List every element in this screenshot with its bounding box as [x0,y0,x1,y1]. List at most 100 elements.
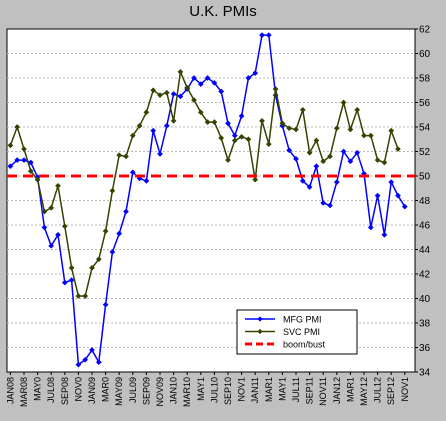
data-point-svc-pmi [157,92,163,99]
y-tick-label: 50 [419,172,431,183]
x-tick-label: MAR08 [19,377,29,407]
y-tick-label: 56 [419,98,431,109]
data-point-svc-pmi [340,99,347,106]
data-point-svc-pmi [89,264,95,271]
x-tick-label: MAY0 [33,377,43,401]
y-tick-label: 60 [419,49,431,60]
data-point-svc-pmi [21,146,27,153]
data-point-mfg-pmi [89,346,95,353]
legend-label-boom-bust: boom/bust [283,340,326,350]
data-point-mfg-pmi [333,179,340,186]
data-point-mfg-pmi [381,231,388,238]
data-point-svc-pmi [163,89,170,96]
data-point-mfg-pmi [102,301,109,308]
data-point-mfg-pmi [265,32,272,39]
data-point-mfg-pmi [150,127,157,134]
data-point-svc-pmi [347,126,354,133]
y-tick-label: 44 [419,245,431,256]
data-point-mfg-pmi [245,75,252,81]
data-point-svc-pmi [367,132,374,139]
data-point-svc-pmi [129,132,136,139]
data-point-mfg-pmi [313,163,320,170]
data-point-svc-pmi [306,149,313,156]
x-tick-label: MAR0 [101,377,111,402]
data-point-svc-pmi [7,142,14,149]
data-point-svc-pmi [184,84,191,91]
x-axis: JAN08 MAR08 MAY0 JUL08 SEP08 NOV0 JAN09 MAR0 MAY… [5,372,410,407]
data-point-svc-pmi [61,223,68,230]
data-point-svc-pmi [354,106,361,113]
data-point-svc-pmi [299,106,306,113]
y-tick-label: 48 [419,196,431,207]
data-point-svc-pmi [27,168,34,175]
data-point-svc-pmi [197,109,204,116]
legend-marker-svc-pmi [257,328,263,335]
data-point-mfg-pmi [68,277,75,284]
data-point-mfg-pmi [204,75,211,81]
data-point-mfg-pmi [367,224,374,231]
data-point-svc-pmi [252,176,259,183]
y-tick-label: 40 [419,294,431,305]
data-point-mfg-pmi [143,177,150,184]
data-point-svc-pmi [123,153,129,160]
data-point-svc-pmi [381,159,388,166]
data-point-mfg-pmi [293,155,299,162]
x-tick-label: SEP08 [60,377,70,405]
data-point-mfg-pmi [177,93,184,100]
data-point-svc-pmi [191,97,197,104]
data-point-svc-pmi [327,153,333,160]
data-point-svc-pmi [14,124,21,130]
data-point-mfg-pmi [211,79,218,86]
x-tick-label: NOV1 [400,377,410,402]
x-tick-label: MAR1 [345,377,355,402]
x-tick-label: SEP11 [305,377,315,404]
x-tick-label: SEP09 [141,377,151,405]
data-point-mfg-pmi [225,120,231,127]
x-tick-label: MAR1 [264,377,274,402]
data-point-mfg-pmi [191,75,197,81]
y-tick-label: 58 [419,74,431,85]
data-point-mfg-pmi [218,88,225,95]
data-point-svc-pmi [245,136,252,143]
y-tick-label: 52 [419,147,431,158]
data-point-svc-pmi [109,187,116,194]
data-point-mfg-pmi [238,113,245,119]
x-tick-label: MAR10 [182,377,192,407]
data-point-mfg-pmi [41,224,48,231]
data-point-svc-pmi [218,135,225,141]
x-tick-label: JUL11 [291,377,301,402]
legend-label-svc-pmi: SVC PMI [283,327,320,337]
y-axis: 34 36 38 40 42 44 46 48 50 52 54 56 58 60 62 [415,25,431,379]
data-point-mfg-pmi [354,149,361,156]
data-point-svc-pmi [116,152,123,159]
data-point-mfg-pmi [109,248,116,255]
data-point-mfg-pmi [55,231,61,238]
x-tick-label: MAY09 [114,377,124,406]
x-tick-label: JAN09 [87,377,97,404]
y-tick-label: 42 [419,270,431,281]
x-tick-label: JAN11 [250,377,260,403]
x-tick-label: MAY1 [196,377,206,401]
data-point-mfg-pmi [123,208,129,215]
data-point-svc-pmi [293,126,299,133]
y-tick-label: 36 [419,343,431,354]
x-tick-label: JAN12 [332,377,342,404]
data-point-mfg-pmi [27,159,34,166]
data-point-svc-pmi [75,293,82,300]
x-tick-label: JUL08 [46,377,56,403]
legend-marker-mfg-pmi [257,316,263,322]
data-point-svc-pmi [361,132,367,139]
x-tick-label: SEP12 [386,377,396,405]
data-point-mfg-pmi [401,203,408,210]
data-point-mfg-pmi [374,192,381,199]
legend: MFG PMI SVC PMI boom/bust [236,309,358,355]
x-tick-label: NOV0 [73,377,83,402]
data-point-svc-pmi [265,141,272,148]
data-point-svc-pmi [34,176,41,183]
x-tick-label: NOV09 [155,377,165,407]
data-point-svc-pmi [150,87,157,94]
x-tick-label: NOV1 [237,377,247,402]
y-tick-label: 46 [419,221,431,232]
